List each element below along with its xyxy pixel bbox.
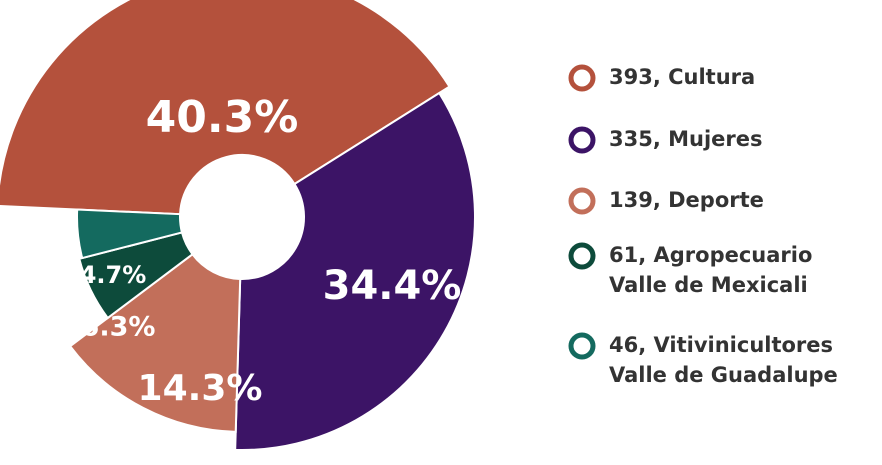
legend-item: 393, Cultura <box>568 64 755 92</box>
donut-slice <box>76 208 184 260</box>
legend-marker <box>568 126 596 154</box>
legend-label: 46, Vitivinicultores <box>609 333 833 357</box>
donut-slice <box>68 252 242 433</box>
legend-item: 61, Agropecuario Valle de Mexicali <box>568 242 812 297</box>
donut-slice <box>0 0 451 216</box>
slice-label: 14.3% <box>138 368 263 409</box>
legend-marker <box>568 332 596 360</box>
legend-marker <box>568 187 596 215</box>
legend-label: Valle de Guadalupe <box>609 363 838 387</box>
legend-label: 335, Mujeres <box>609 127 763 151</box>
donut-slice <box>234 91 476 451</box>
slice-label: 4.7% <box>80 261 147 289</box>
legend-marker <box>568 242 596 270</box>
slice-label: 6.3% <box>81 312 156 343</box>
legend-marker <box>568 64 596 92</box>
legend-label: 139, Deporte <box>609 188 764 212</box>
slice-label: 34.4% <box>323 263 462 309</box>
legend-label: 61, Agropecuario <box>609 243 812 267</box>
legend-item: 335, Mujeres <box>568 126 763 154</box>
donut-slice <box>78 231 194 320</box>
legend-item: 46, Vitivinicultores Valle de Guadalupe <box>568 332 838 387</box>
legend-label: 393, Cultura <box>609 65 755 89</box>
legend-label: Valle de Mexicali <box>609 273 808 297</box>
slice-label: 40.3% <box>146 92 299 143</box>
legend-item: 139, Deporte <box>568 187 764 215</box>
